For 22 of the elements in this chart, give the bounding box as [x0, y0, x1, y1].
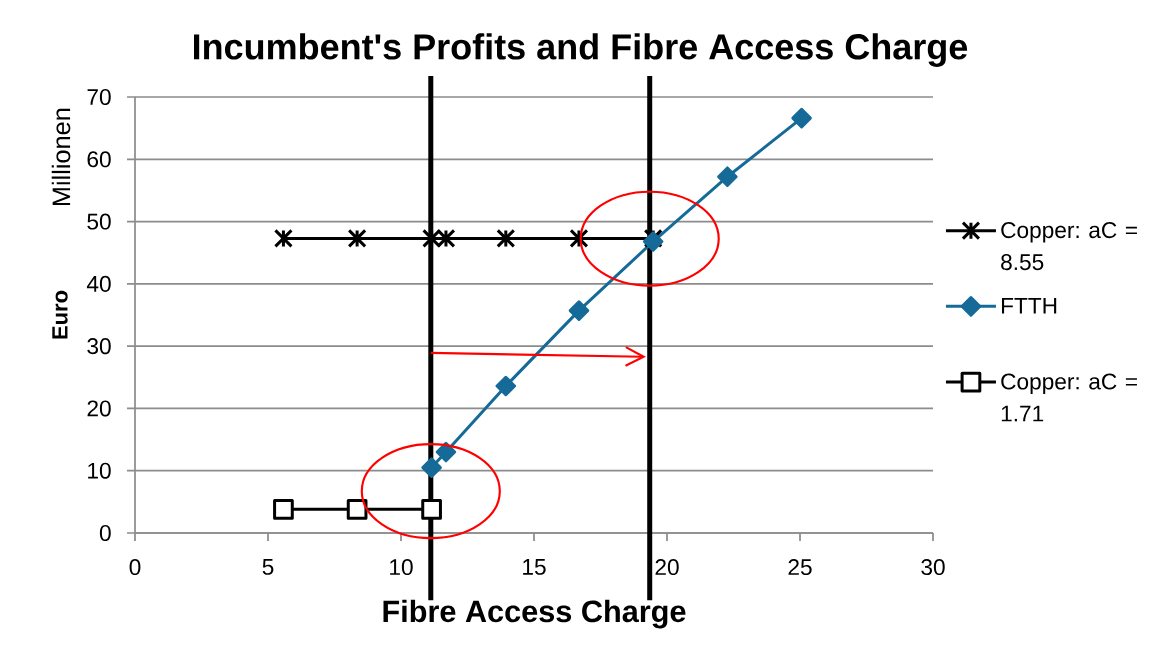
x-tick-label: 0	[129, 559, 141, 576]
x-tick-label: 10	[390, 559, 413, 576]
y-tick-label: 70	[87, 88, 111, 106]
legend-label: Copper: aC = 8.55	[1001, 222, 1137, 271]
y-tick-label: 10	[88, 462, 111, 479]
y-tick-label: 20	[87, 400, 111, 417]
x-tick-label: 25	[788, 559, 812, 576]
legend-label: FTTH	[1001, 297, 1057, 314]
y-tick-label: 30	[87, 338, 111, 355]
chart-title: Incumbent's Profits and Fibre Access Charge	[193, 33, 968, 67]
legend-label: Copper: aC = 1.71	[1001, 373, 1137, 422]
y-tick-label: 60	[87, 151, 111, 168]
x-tick-label: 20	[655, 559, 679, 576]
x-tick-label: 5	[262, 559, 274, 575]
x-axis-title: Fibre Access Charge	[383, 599, 686, 629]
y-axis-title: Euro	[52, 290, 68, 339]
y-tick-label: 0	[99, 524, 111, 542]
y-tick-label: 40	[86, 275, 111, 292]
text: Millionen	[51, 108, 71, 206]
x-tick-label: 30	[921, 559, 945, 576]
x-tick-label: 15	[523, 559, 546, 575]
y-tick-label: 50	[87, 213, 111, 230]
